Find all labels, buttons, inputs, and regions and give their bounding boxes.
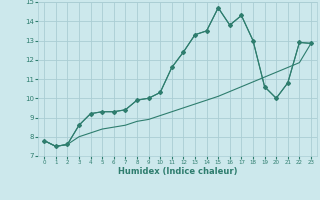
X-axis label: Humidex (Indice chaleur): Humidex (Indice chaleur) [118,167,237,176]
